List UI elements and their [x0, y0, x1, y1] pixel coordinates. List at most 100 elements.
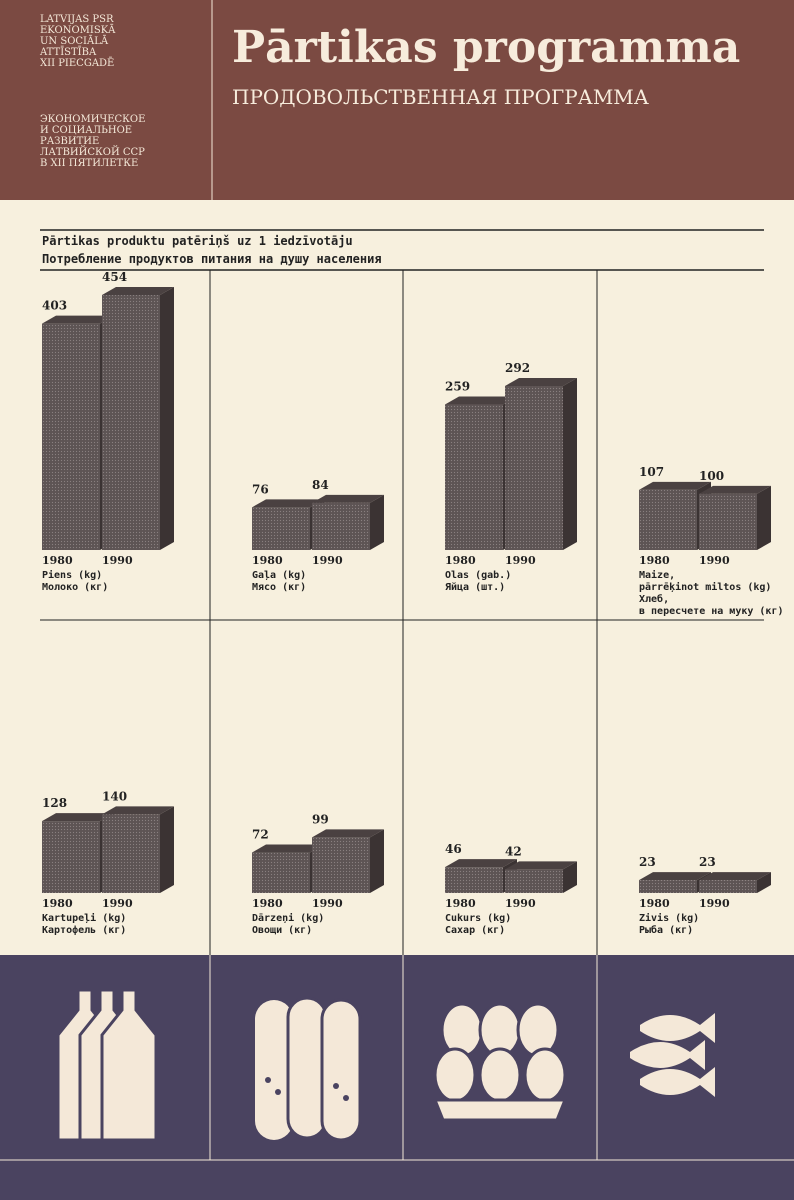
bar-top — [505, 861, 577, 870]
column-dividers — [209, 270, 598, 955]
icon-dividers — [0, 955, 794, 1161]
bar-side — [563, 377, 577, 550]
value-label: 76 — [252, 482, 269, 496]
bar-top — [42, 315, 114, 324]
bar-top — [252, 499, 324, 508]
bar-top — [102, 287, 174, 295]
bar — [252, 507, 310, 550]
value-label: 259 — [445, 380, 470, 394]
bar-top — [505, 377, 577, 386]
bar-top — [639, 481, 711, 490]
value-label: 46 — [445, 842, 462, 856]
category-label: Рыба (кг) — [639, 924, 693, 936]
bar — [42, 323, 100, 550]
bar — [699, 493, 757, 550]
x-tick-label: 1980 — [639, 554, 670, 567]
category-label: Olas (gab.) — [445, 570, 511, 581]
value-label: 23 — [639, 855, 656, 869]
category-label: Dārzeņi (kg) — [252, 912, 324, 924]
x-tick-label: 1980 — [639, 897, 670, 910]
icon-bottles — [56, 988, 158, 1142]
value-label: 99 — [312, 812, 329, 826]
x-tick-label: 1990 — [699, 554, 730, 567]
category-label: Мясо (кг) — [252, 582, 306, 593]
header-line: И СОЦИАЛЬНОЕ — [40, 125, 132, 136]
value-label: 107 — [639, 465, 664, 479]
value-label: 128 — [42, 796, 67, 810]
category-label: Хлеб, — [639, 593, 669, 605]
bar-top — [252, 844, 324, 853]
x-tick-label: 1980 — [252, 554, 283, 567]
bar-side — [160, 287, 174, 550]
bar-side — [563, 861, 577, 893]
category-label: в пересчете на муку (кг) — [639, 606, 784, 617]
subtitle: ПРОДОВОЛЬСТВЕННАЯ ПРОГРАММА — [232, 85, 649, 109]
bar — [252, 852, 310, 893]
x-tick-label: 1980 — [445, 554, 476, 567]
bar-side — [757, 485, 771, 550]
category-label: Zivis (kg) — [639, 912, 699, 924]
bar-top — [639, 872, 711, 881]
category-label: Gaļa (kg) — [252, 570, 306, 581]
bar-top — [312, 829, 384, 838]
header-line: ATTĪSTĪBA — [39, 46, 97, 58]
bar — [102, 295, 160, 550]
header-line: РАЗВИТИЕ — [40, 136, 99, 147]
category-label: pārrēķinot miltos (kg) — [639, 581, 771, 593]
header-line: ЭКОНОМИЧЕСКОЕ — [40, 114, 145, 125]
header-band — [0, 0, 794, 200]
bar-side — [370, 494, 384, 550]
bar — [505, 869, 563, 893]
bar — [312, 502, 370, 550]
value-label: 454 — [102, 270, 127, 284]
bar — [445, 867, 503, 893]
x-tick-label: 1990 — [505, 897, 536, 910]
bar-top — [445, 396, 517, 405]
bar-top — [445, 859, 517, 868]
header-line: ЛАТВИЙСКОЙ ССР — [40, 146, 145, 158]
bar-side — [160, 806, 174, 893]
bar-top — [699, 485, 771, 494]
bar-top — [102, 806, 174, 815]
value-label: 292 — [505, 361, 530, 375]
bar — [312, 837, 370, 893]
category-label: Овощи (кг) — [252, 925, 312, 936]
x-tick-label: 1990 — [505, 554, 536, 567]
value-label: 84 — [312, 478, 329, 492]
bar — [445, 404, 503, 550]
category-label: Сахар (кг) — [445, 925, 505, 936]
x-tick-label: 1990 — [312, 897, 343, 910]
icon-eggs — [432, 1002, 568, 1122]
value-label: 100 — [699, 469, 724, 483]
header-line: EKONOMISKĀ — [40, 24, 116, 36]
category-label: Картофель (кг) — [42, 924, 126, 936]
bar-side — [757, 872, 771, 893]
bar — [639, 880, 697, 893]
bar-side — [370, 829, 384, 893]
x-tick-label: 1980 — [445, 897, 476, 910]
value-label: 140 — [102, 789, 127, 803]
value-label: 72 — [252, 828, 269, 842]
value-label: 23 — [699, 855, 716, 869]
x-tick-label: 1990 — [312, 554, 343, 567]
x-tick-label: 1980 — [42, 897, 73, 910]
category-label: Maize, — [639, 569, 675, 581]
header-line: В XII ПЯТИЛЕТКЕ — [40, 158, 138, 169]
header-line: XII PIECGADĒ — [40, 57, 114, 69]
title: Pārtikas programma — [232, 22, 740, 73]
bar — [639, 489, 697, 550]
value-label: 403 — [42, 299, 67, 313]
bar — [102, 814, 160, 893]
x-tick-label: 1980 — [42, 554, 73, 567]
icon-sausages — [255, 996, 362, 1142]
x-tick-label: 1980 — [252, 897, 283, 910]
bar-top — [42, 813, 114, 822]
header-line: UN SOCIĀLĀ — [40, 35, 109, 47]
bar — [42, 821, 100, 893]
x-tick-label: 1990 — [102, 554, 133, 567]
section-title: Потребление продуктов питания на душу на… — [42, 252, 382, 266]
category-label: Яйца (шт.) — [445, 581, 505, 593]
header-line: LATVIJAS PSR — [40, 14, 114, 25]
